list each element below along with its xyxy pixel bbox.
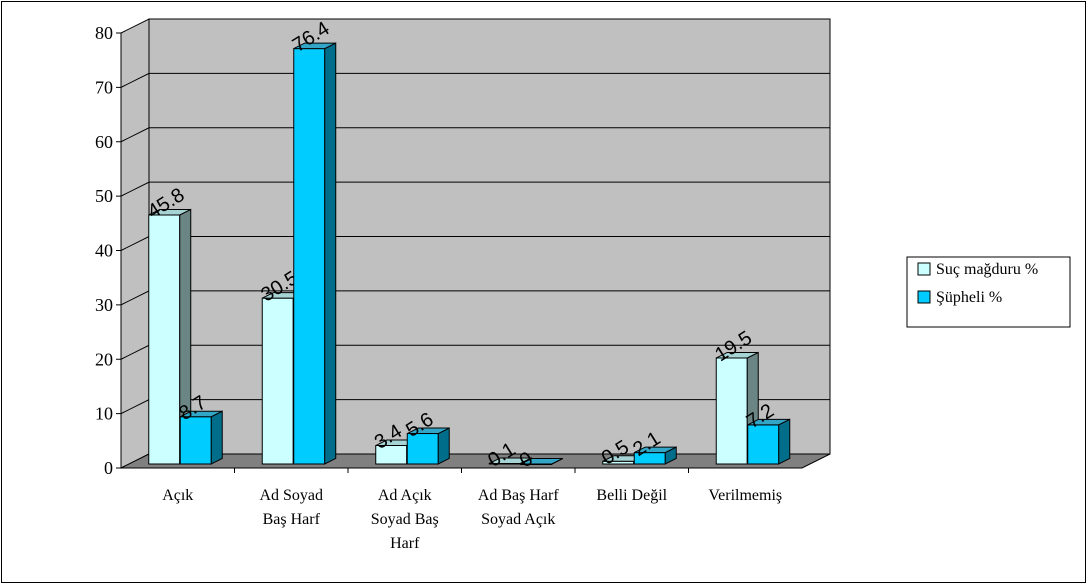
bar-top bbox=[747, 418, 790, 426]
y-tick-label: 50 bbox=[95, 186, 113, 206]
y-tick-label: 60 bbox=[95, 132, 113, 152]
category-label: Soyad Baş bbox=[371, 511, 439, 528]
bar-side bbox=[324, 42, 337, 465]
bar-front bbox=[715, 357, 748, 465]
category-label: Ad Soyad bbox=[259, 487, 323, 504]
bar-top bbox=[180, 410, 223, 418]
bar-top bbox=[634, 446, 677, 454]
bar-top bbox=[407, 427, 450, 435]
bar-front bbox=[179, 416, 212, 465]
category-label: Harf bbox=[390, 535, 420, 552]
legend-swatch bbox=[917, 290, 931, 304]
y-tick-label: 10 bbox=[95, 404, 113, 424]
bar-top bbox=[293, 42, 336, 50]
category-label: Verilmemiş bbox=[708, 487, 782, 504]
gridline bbox=[120, 181, 830, 197]
bar-front bbox=[293, 48, 326, 465]
bar-front bbox=[406, 433, 439, 465]
legend-swatch bbox=[917, 262, 931, 276]
category-label: Soyad Açık bbox=[481, 511, 555, 528]
category-label: Baş Harf bbox=[263, 511, 321, 528]
category-label: Ad Baş Harf bbox=[478, 487, 560, 504]
y-tick-label: 30 bbox=[95, 295, 113, 315]
category-label: Belli Değil bbox=[596, 487, 667, 504]
y-tick-label: 40 bbox=[95, 241, 113, 261]
y-tick-label: 20 bbox=[95, 349, 113, 369]
bar-top bbox=[520, 458, 563, 465]
y-tick-label: 80 bbox=[95, 23, 113, 43]
bar-side bbox=[210, 410, 223, 465]
bar-front bbox=[261, 297, 294, 465]
legend-box bbox=[906, 256, 1071, 328]
bar-top bbox=[489, 457, 532, 464]
legend-label: Suç mağduru % bbox=[936, 261, 1038, 278]
legend-label: Şüpheli % bbox=[936, 289, 1002, 306]
bar-side bbox=[437, 427, 450, 465]
bar-top bbox=[716, 351, 759, 359]
category-label: Ad Açık bbox=[378, 487, 432, 504]
gridline bbox=[120, 72, 830, 88]
bar-top bbox=[148, 208, 191, 216]
gridline bbox=[120, 127, 830, 143]
y-tick-label: 0 bbox=[104, 458, 113, 478]
y-tick-label: 70 bbox=[95, 77, 113, 97]
category-label: Açık bbox=[162, 487, 193, 504]
bar-side bbox=[778, 418, 791, 465]
bar-front bbox=[148, 214, 181, 465]
